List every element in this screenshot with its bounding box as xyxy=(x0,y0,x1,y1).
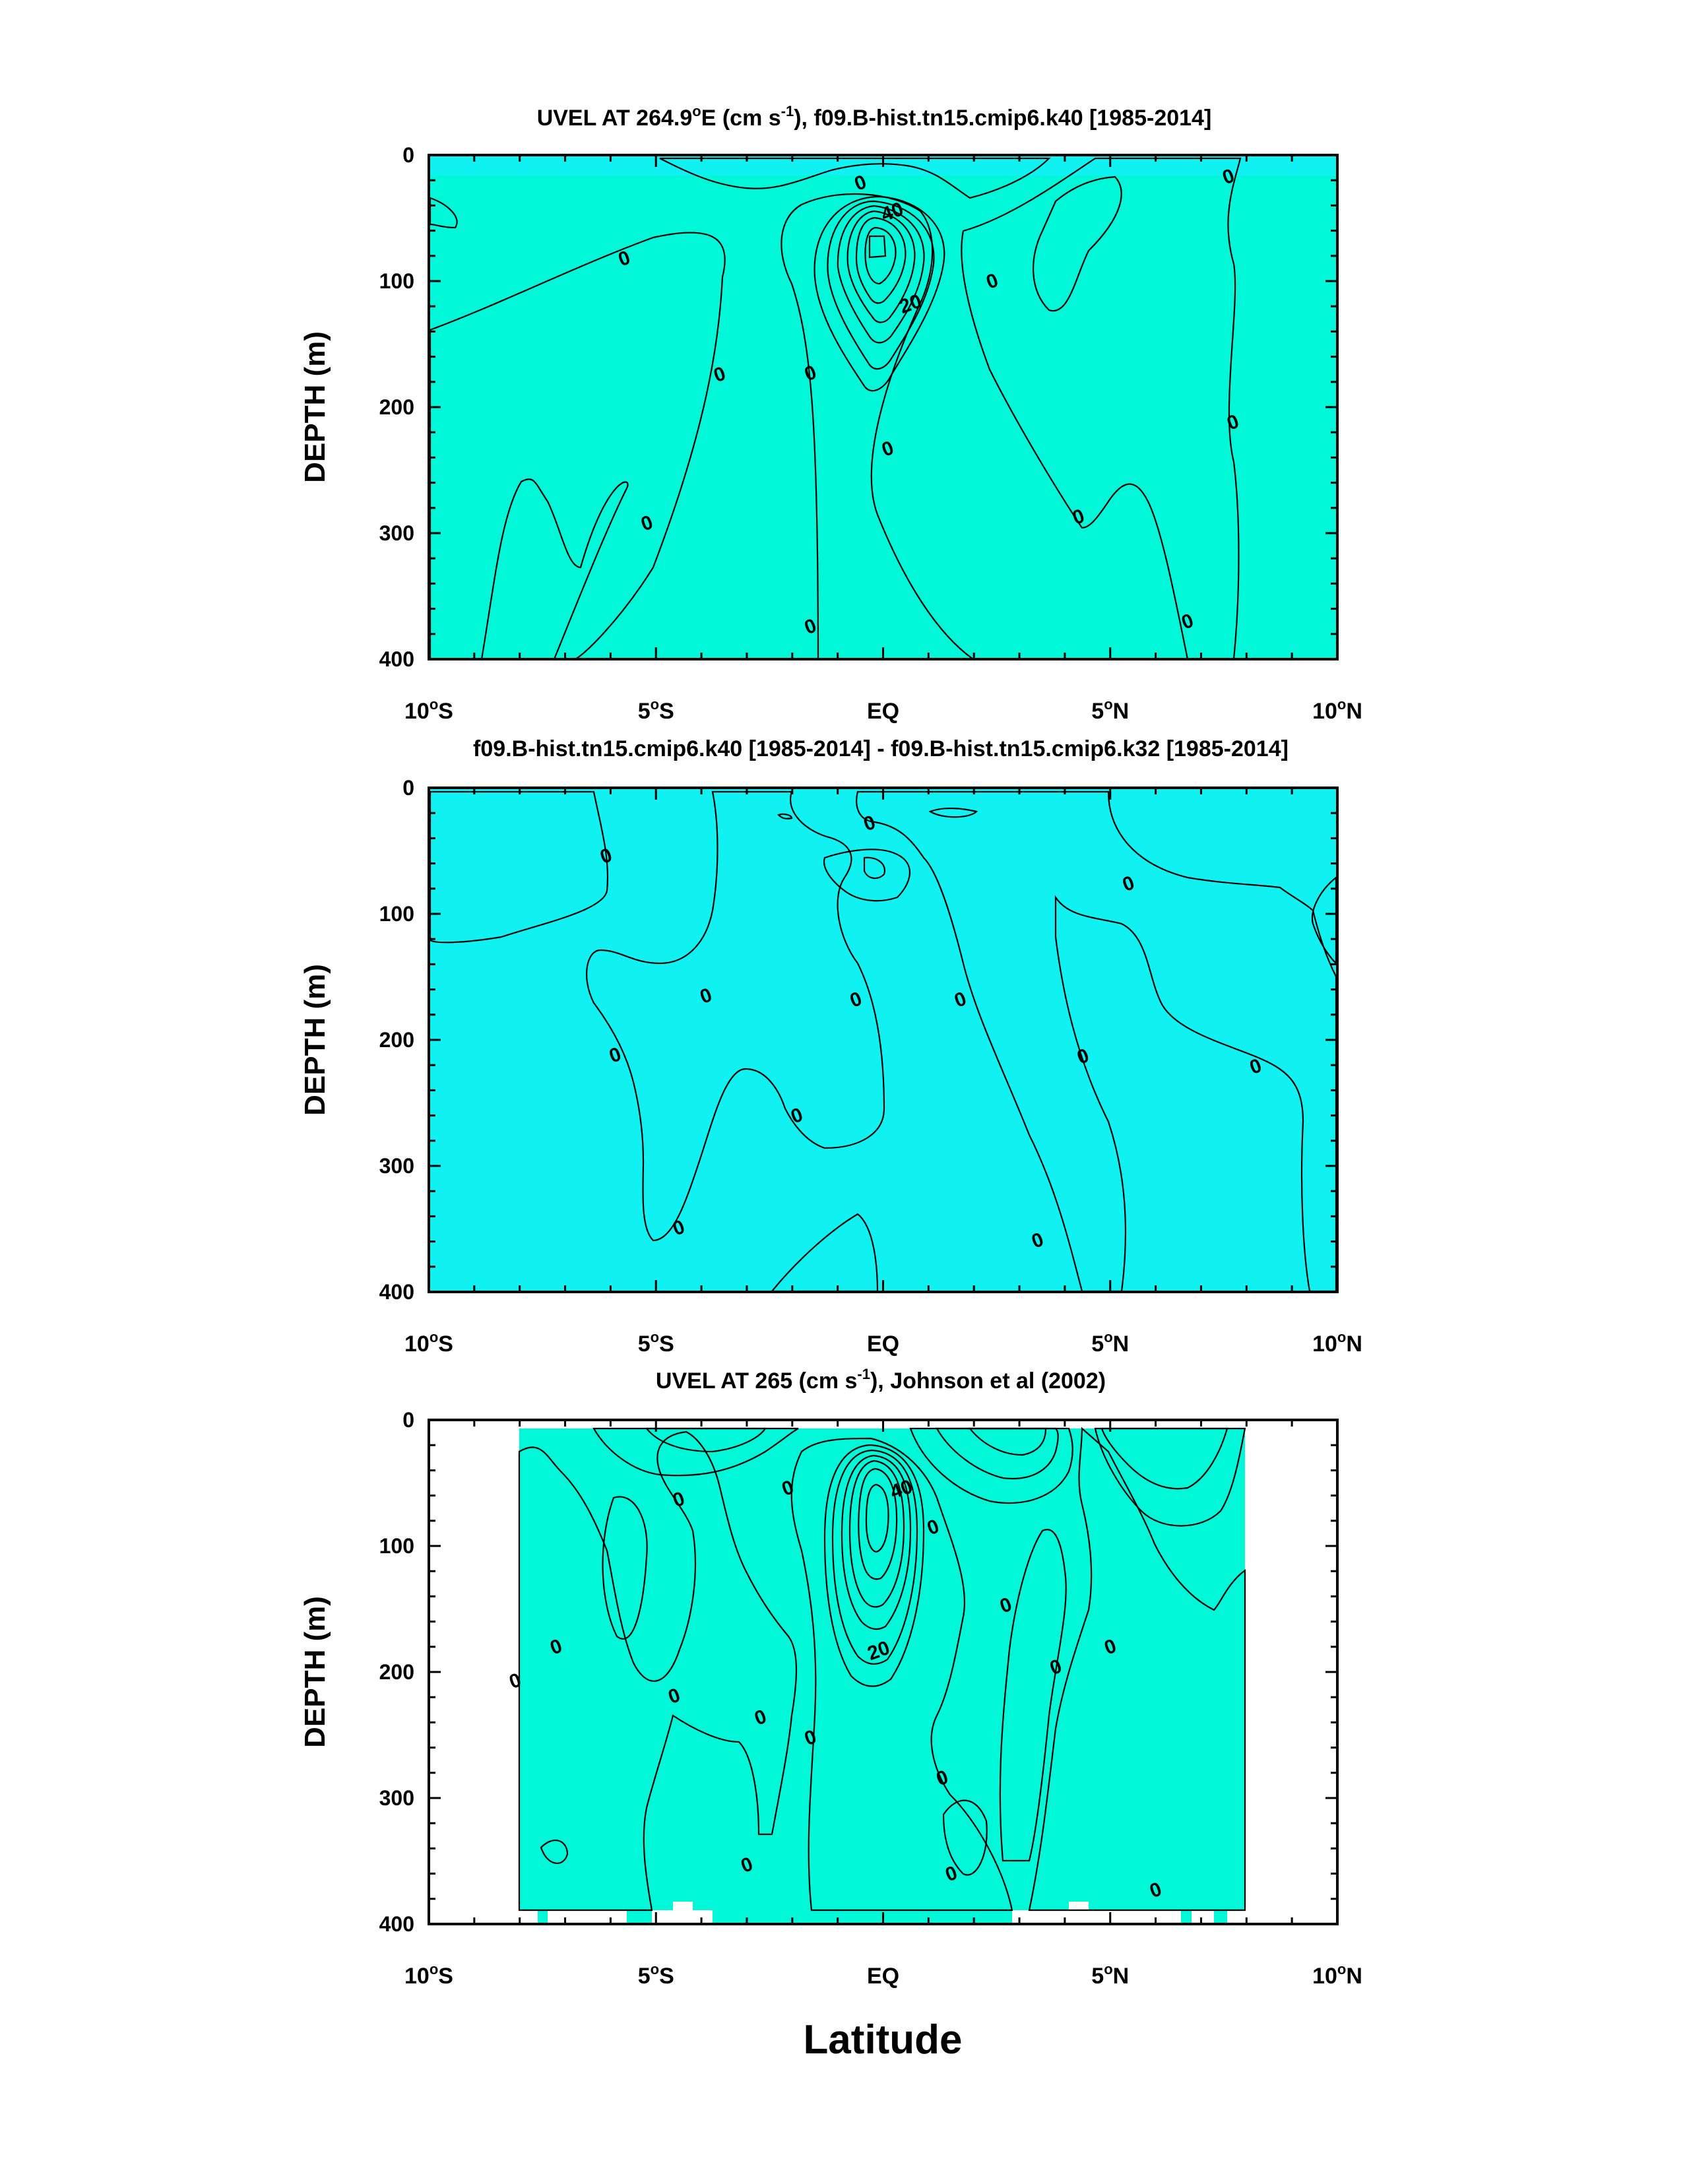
panel-2-fill-east-edge-aqua xyxy=(1311,876,1337,965)
panel-1-fill-base xyxy=(430,156,1336,659)
y-axis-label: DEPTH (m) xyxy=(299,331,331,483)
y-tick-label: 0 xyxy=(402,776,414,800)
panel-3-fill-green-center xyxy=(790,1437,1013,1911)
x-axis-title: Latitude xyxy=(803,2017,962,2063)
panel-1-fill-jet-c4 xyxy=(855,216,907,304)
panel-2-fill-green-mid xyxy=(586,790,885,1242)
panel-1-fill-jet-c3 xyxy=(846,210,916,323)
panel-2-title: f09.B-hist.tn15.cmip6.k40 [1985-2014] - … xyxy=(473,736,1289,761)
x-tick-label: 5oS xyxy=(638,696,674,724)
x-tick-label: 5oN xyxy=(1091,696,1129,724)
panel-3-fill-jet-c1 xyxy=(831,1449,918,1665)
panel-3-fill-base xyxy=(519,1429,1245,1923)
panel-3-fill-lime-east xyxy=(1094,1427,1246,1527)
y-tick-label: 400 xyxy=(379,1280,414,1304)
panel-1-fill-green-patch xyxy=(429,197,458,229)
panel-3-fill-surface-west-blue xyxy=(592,1427,799,1477)
panel-2-axes: DEPTH (m) 0 100 200 300 400 10oS 5oS EQ 5oN 10oN xyxy=(299,776,1362,1357)
y-tick-label: 200 xyxy=(379,1028,414,1052)
panel-1-fill-green-west xyxy=(429,232,726,660)
x-tick-label: 5oS xyxy=(638,1329,674,1357)
panel-2-fill-green-west xyxy=(429,790,609,944)
panel-3-axes: DEPTH (m) 0 100 200 300 400 10oS 5oS EQ 5oN 10oN xyxy=(299,1408,1362,1989)
panel-2-fill-small-2 xyxy=(777,813,793,819)
panel-1-fill-jet-c1 xyxy=(827,200,935,370)
y-tick-label: 0 xyxy=(402,1408,414,1432)
x-tick-label: EQ xyxy=(867,1964,899,1989)
y-tick-label: 100 xyxy=(379,902,414,926)
panel-2-fill-green-bottom xyxy=(770,1213,879,1293)
y-tick-label: 200 xyxy=(379,1660,414,1684)
y-tick-label: 100 xyxy=(379,1534,414,1558)
panel-3-fill-yellow-east xyxy=(1100,1427,1228,1490)
y-axis-label: DEPTH (m) xyxy=(299,1596,331,1748)
panel-1-fill-lime-east xyxy=(1033,176,1122,312)
panel-2-fill-aqua-core xyxy=(863,856,886,880)
panel-1-fill-jet-c5 xyxy=(864,226,897,285)
x-tick-label: 10oN xyxy=(1312,1329,1362,1357)
panel-1-fill-surface-blue xyxy=(659,157,1051,199)
x-tick-label: 5oS xyxy=(638,1961,674,1989)
panel-2-fill-small-1 xyxy=(928,807,978,818)
panel-3-fill-jet-c4 xyxy=(858,1467,898,1580)
x-tick-label: 10oS xyxy=(404,1329,453,1357)
panel-2: f09.B-hist.tn15.cmip6.k40 [1985-2014] - … xyxy=(299,736,1362,1357)
panel-3-fill-aqua-blob xyxy=(942,1799,988,1876)
panel-3-fill-surface-east-blue xyxy=(909,1427,1073,1504)
panel-3-fill-jet-c0 xyxy=(823,1444,925,1687)
panel-3-fill-green-east xyxy=(1028,1427,1246,1911)
x-tick-label: 5oN xyxy=(1091,1961,1129,1989)
panel-1-axes: DEPTH (m) 0 100 200 300 400 10oS 5oS EQ 5oN 10oN xyxy=(299,143,1362,724)
panel-3: UVEL AT 265 (cm s-1), Johnson et al (200… xyxy=(299,1366,1362,1989)
x-tick-label: 10oS xyxy=(404,1961,453,1989)
panel-3-fill-surface-east-blue2 xyxy=(936,1427,1059,1479)
panel-3-fill-green-mideast xyxy=(999,1529,1067,1862)
x-tick-label: EQ xyxy=(867,1332,899,1357)
x-tick-label: 5oN xyxy=(1091,1329,1129,1357)
panel-3-fill-surface-west-blue2 xyxy=(645,1427,767,1453)
x-tick-label: 10oS xyxy=(404,696,453,724)
panel-1: UVEL AT 264.9oE (cm s-1), f09.B-hist.tn1… xyxy=(299,103,1362,724)
panel-3-fill-jet-c2 xyxy=(841,1454,912,1630)
panel-1-fill-jet-c0 xyxy=(813,195,945,392)
y-tick-label: 100 xyxy=(379,269,414,293)
panel-3-fill-surface-east-blue3 xyxy=(968,1427,1047,1456)
panel-2-fill-aqua-center xyxy=(823,849,910,902)
panel-3-title: UVEL AT 265 (cm s-1), Johnson et al (200… xyxy=(656,1366,1106,1394)
y-tick-label: 300 xyxy=(379,1786,414,1810)
panel-3-fill-jet-c5 xyxy=(865,1483,889,1553)
panel-1-fill-jet-c2 xyxy=(837,205,925,344)
y-tick-label: 400 xyxy=(379,647,414,671)
x-tick-label: 10oN xyxy=(1312,1961,1362,1989)
panel-1-title: UVEL AT 264.9oE (cm s-1), f09.B-hist.tn1… xyxy=(537,103,1212,131)
y-tick-label: 0 xyxy=(402,143,414,167)
x-tick-label: 10oN xyxy=(1312,696,1362,724)
y-tick-label: 200 xyxy=(379,395,414,419)
panel-3-fill-lime-west xyxy=(602,1496,648,1640)
y-axis-label: DEPTH (m) xyxy=(299,964,331,1116)
panel-3-fill-aqua-bottom-patch xyxy=(540,1840,569,1865)
y-tick-label: 400 xyxy=(379,1912,414,1936)
x-tick-label: EQ xyxy=(867,699,899,724)
y-tick-label: 300 xyxy=(379,1154,414,1178)
panel-2-fill-base xyxy=(430,788,1336,1291)
panel-1-fill-green-center xyxy=(781,193,976,660)
panel-1-fill-jet-core xyxy=(868,235,887,259)
y-tick-label: 300 xyxy=(379,521,414,545)
panel-3-fill-jet-c3 xyxy=(848,1460,905,1608)
